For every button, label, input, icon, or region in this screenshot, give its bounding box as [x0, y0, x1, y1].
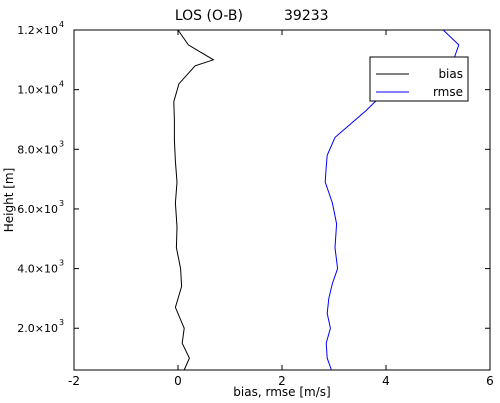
y-tick-label: 8.0×10 — [17, 143, 58, 156]
y-tick-exponent: 3 — [59, 139, 64, 148]
y-tick-exponent: 3 — [59, 199, 64, 208]
y-tick-exponent: 3 — [59, 318, 64, 327]
chart-title: LOS (O-B) — [175, 8, 243, 24]
y-tick-exponent: 4 — [59, 20, 64, 29]
legend: bias rmse — [369, 56, 469, 102]
y-axis: 2.0×10 34.0×10 36.0×10 38.0×10 31.0×10 41.2×1… — [17, 20, 490, 335]
y-tick-label: 1.2×10 — [17, 24, 58, 37]
chart-count: 39233 — [284, 8, 329, 24]
legend-box — [369, 56, 469, 102]
y-tick-exponent: 3 — [59, 259, 64, 268]
y-axis-label: Height [m] — [2, 168, 16, 233]
legend-label-rmse: rmse — [433, 85, 463, 99]
y-tick-label: 4.0×10 — [17, 263, 58, 276]
y-tick-exponent: 4 — [59, 80, 64, 89]
y-tick-mantissa: 1.2×10 — [17, 24, 58, 37]
x-tick-label: -2 — [68, 374, 80, 388]
x-tick-label: 2 — [278, 374, 286, 388]
x-axis: -2 0 2 4 6 — [68, 30, 494, 388]
y-tick-mantissa: 6.0×10 — [17, 203, 58, 216]
y-tick-label: 1.0×10 — [17, 84, 58, 97]
y-tick-label: 6.0×10 — [17, 203, 58, 216]
x-tick-label: 4 — [382, 374, 390, 388]
legend-label-bias: bias — [438, 67, 463, 81]
y-tick-label: 2.0×10 — [17, 322, 58, 335]
series-line-bias — [173, 29, 215, 371]
x-tick-label: 0 — [174, 374, 182, 388]
y-tick-mantissa: 2.0×10 — [17, 322, 58, 335]
x-tick-label: 6 — [486, 374, 494, 388]
y-tick-mantissa: 8.0×10 — [17, 143, 58, 156]
y-tick-mantissa: 4.0×10 — [17, 263, 58, 276]
y-tick-mantissa: 1.0×10 — [17, 84, 58, 97]
x-axis-label: bias, rmse [m/s] — [233, 385, 330, 399]
